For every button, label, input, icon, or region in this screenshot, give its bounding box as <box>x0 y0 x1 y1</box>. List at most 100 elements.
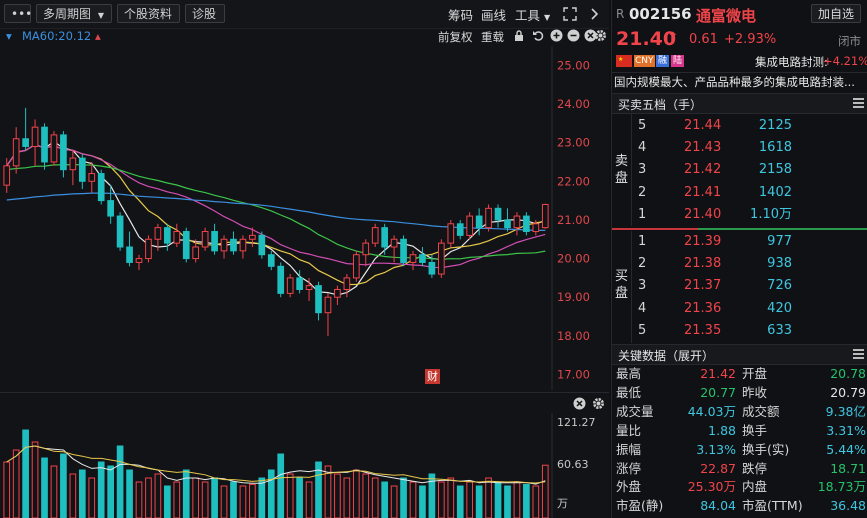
candle <box>69 157 77 171</box>
bid-row[interactable]: 3 21.37 726 <box>632 275 867 297</box>
key-data-row: 最低 20.77 昨收 20.79 <box>612 384 867 402</box>
price-axis-label: 23.00 <box>557 136 590 150</box>
key-data-row: 最高 21.42 开盘 20.78 <box>612 365 867 383</box>
candle <box>107 200 114 217</box>
candle <box>164 227 171 244</box>
ask-row[interactable]: 2 21.41 1402 <box>632 182 867 204</box>
period-dropdown[interactable]: 多周期图 ▼ <box>36 4 112 23</box>
ask-level: 5 <box>638 118 647 133</box>
candle <box>419 254 426 263</box>
key-data-label: 换手 <box>742 422 768 438</box>
volume-bar <box>324 465 332 518</box>
ask-row[interactable]: 4 21.43 1618 <box>632 137 867 159</box>
bid-price: 21.35 <box>684 322 722 338</box>
orderbook-title: 买卖五档（手） <box>618 98 703 112</box>
volume-bar <box>494 481 502 518</box>
key-data-title: 关键数据（展开） <box>618 349 715 363</box>
volume-bar <box>230 481 237 518</box>
bid-volume: 938 <box>767 256 792 272</box>
bid-row[interactable]: 5 21.35 633 <box>632 320 867 342</box>
price-axis-label: 24.00 <box>557 97 590 111</box>
candle <box>249 234 256 240</box>
gear-icon[interactable] <box>593 29 607 43</box>
volume-bar <box>286 473 294 518</box>
orderbook-header: 买卖五档（手） <box>612 93 867 114</box>
ma60-label: MA60:20.12 <box>22 29 92 43</box>
company-description: 国内规模最大、产品品种最多的集成电路封装... <box>614 75 855 89</box>
menu-icon[interactable] <box>853 349 864 359</box>
description-row[interactable]: 国内规模最大、产品品种最多的集成电路封装... <box>612 72 867 92</box>
volume-bar <box>513 481 521 518</box>
ask-price: 21.44 <box>684 118 722 133</box>
ask-row[interactable]: 3 21.42 2158 <box>632 159 867 181</box>
overlay-button[interactable]: 重载 <box>481 30 504 44</box>
candle <box>258 234 266 256</box>
collapse-panel-icon[interactable] <box>588 7 602 21</box>
candlestick-chart[interactable]: 25.00 24.00 23.00 22.00 21.00 20.00 19.00 18.00… <box>0 46 609 390</box>
volume-bar <box>60 453 67 518</box>
tools-dropdown[interactable]: 工具 ▼ <box>515 5 550 24</box>
candle <box>31 126 39 147</box>
volume-bar <box>135 481 143 518</box>
ma-expand-icon[interactable]: ▴ <box>95 29 101 43</box>
candle <box>428 261 436 275</box>
spread-divider <box>612 228 867 230</box>
candle <box>116 215 124 248</box>
period-label: 多周期图 <box>43 7 92 21</box>
key-data-value: 20.78 <box>830 366 866 381</box>
sector-name[interactable]: 集成电路封测: <box>755 55 828 69</box>
close-icon[interactable] <box>583 29 597 43</box>
candle <box>78 157 86 182</box>
volume-bar <box>182 469 190 518</box>
gear-icon[interactable] <box>591 397 605 411</box>
ma5-line <box>6 141 546 296</box>
ma-dropdown-icon[interactable]: ▾ <box>6 29 12 43</box>
price-row: 21.40 ⬆ 0.61 +2.93% 闭市 <box>612 28 867 52</box>
bid-row[interactable]: 4 21.36 420 <box>632 298 867 320</box>
volume-bar <box>277 453 285 518</box>
key-data-label: 量比 <box>616 422 642 438</box>
ask-row[interactable]: 1 21.40 1.10万 <box>632 204 867 226</box>
candle <box>41 126 48 163</box>
candle <box>12 138 20 167</box>
close-icon[interactable] <box>572 397 586 411</box>
bid-row[interactable]: 2 21.38 938 <box>632 253 867 275</box>
ask-volume: 1.10万 <box>750 206 792 222</box>
diagnose-button[interactable]: 诊股 <box>185 4 225 23</box>
key-data-value: 44.03万 <box>687 403 736 419</box>
draw-button[interactable]: 画线 <box>481 8 507 23</box>
volume-bar <box>334 473 341 518</box>
financial-report-badge[interactable]: 财 <box>425 369 440 384</box>
adjust-button[interactable]: 前复权 <box>438 30 473 44</box>
chart-area[interactable]: ••• 多周期图 ▼ 个股资料 诊股 筹码 画线 工具 ▼ ▾ MA60:20.… <box>0 0 609 518</box>
ma60-line <box>6 192 546 231</box>
volume-bar <box>523 483 530 518</box>
bid-row[interactable]: 1 21.39 977 <box>632 231 867 253</box>
profile-button[interactable]: 个股资料 <box>117 4 180 23</box>
menu-icon[interactable] <box>853 98 864 108</box>
zoom-in-icon[interactable] <box>549 29 563 43</box>
bid-level: 4 <box>638 300 647 316</box>
price-axis-label: 18.00 <box>557 329 590 343</box>
ask-volume: 2125 <box>758 118 792 133</box>
undo-icon[interactable] <box>531 29 545 43</box>
candle <box>239 238 247 252</box>
fullscreen-icon[interactable] <box>563 7 577 21</box>
add-watchlist-button[interactable]: 加自选 <box>811 4 861 23</box>
key-data-header[interactable]: 关键数据（展开） <box>612 344 867 365</box>
stock-code: 002156 <box>629 5 692 23</box>
lock-icon[interactable] <box>512 29 526 43</box>
key-data-label: 市盈(TTM) <box>742 498 803 514</box>
more-button[interactable]: ••• <box>4 4 32 23</box>
zoom-out-icon[interactable] <box>566 29 580 43</box>
sell-label: 卖盘 <box>615 154 629 186</box>
key-data-value: 22.87 <box>700 460 736 476</box>
ask-row[interactable]: 5 21.44 2125 <box>632 115 867 137</box>
candle <box>456 223 464 236</box>
candle <box>296 277 303 291</box>
key-data-value: 20.77 <box>700 384 736 400</box>
volume-chart[interactable]: 121.27 60.63 万 <box>0 413 609 518</box>
chip-button[interactable]: 筹码 <box>448 8 474 23</box>
key-data-row: 外盘 25.30万 内盘 18.73万 <box>612 478 867 496</box>
candle <box>334 289 341 298</box>
